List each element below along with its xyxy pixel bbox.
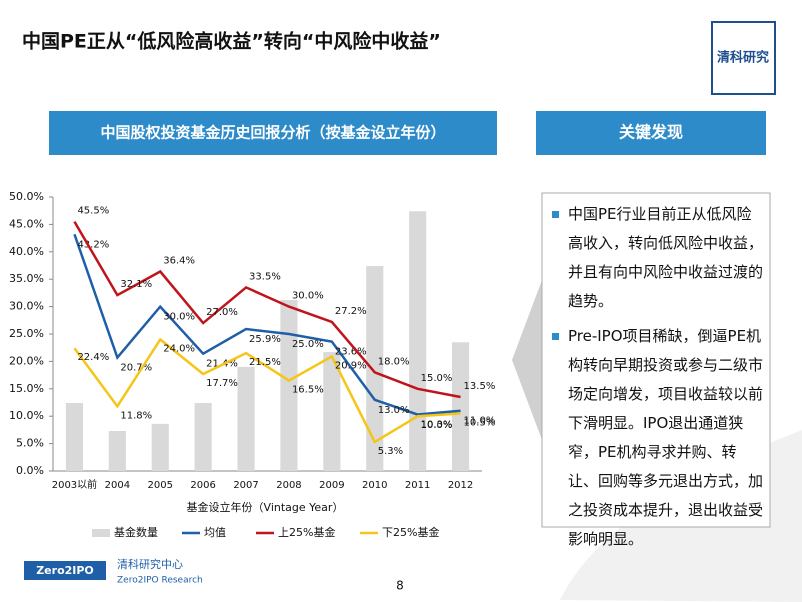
bar [451, 342, 470, 471]
data-label: 10.0% [421, 420, 453, 431]
bullet: 中国PE行业目前正从低风险高收入，转向低风险中收益，并且有向中风险中收益过渡的趋… [550, 200, 765, 316]
data-label: 18.0% [378, 356, 410, 367]
data-label: 10.3% [421, 420, 453, 431]
data-label: 22.4% [77, 352, 109, 363]
x-axis-title: 基金设立年份（Vintage Year） [187, 500, 344, 514]
findings-list: 中国PE行业目前正从低风险高收入，转向低风险中收益，并且有向中风险中收益过渡的趋… [550, 200, 765, 560]
y-tick-label: 5.0% [16, 437, 44, 450]
org: 清科研究中心 [117, 557, 183, 571]
data-label: 23.6% [335, 347, 367, 358]
bullet: Pre-IPO项目稀缺，倒逼PE机构转向早期投资或参与二级市场定向增发，项目收益… [550, 322, 765, 554]
data-label: 11.0% [464, 416, 496, 427]
data-label: 20.9% [335, 360, 367, 371]
data-label: 13.0% [378, 405, 410, 416]
data-label: 16.5% [292, 385, 324, 396]
y-tick-label: 15.0% [9, 382, 44, 395]
data-label: 25.0% [292, 339, 324, 350]
x-tick-label: 2006 [190, 480, 215, 491]
data-label: 32.1% [120, 279, 152, 290]
chart-header-text: 中国股权投资基金历史回报分析（按基金设立年份） [100, 124, 445, 142]
y-tick-label: 45.0% [9, 217, 44, 230]
data-label: 5.3% [378, 446, 403, 457]
data-label: 15.0% [421, 373, 453, 384]
x-tick-label: 2004 [105, 480, 130, 491]
data-label: 27.0% [206, 307, 238, 318]
y-tick-label: 50.0% [9, 190, 44, 203]
x-tick-label: 2011 [405, 480, 430, 491]
x-tick-label: 2010 [362, 480, 387, 491]
legend-swatch [92, 529, 110, 537]
findings-header-text: 关键发现 [619, 123, 683, 142]
data-label: 24.0% [163, 343, 195, 354]
data-label: 30.0% [163, 312, 195, 323]
line [73, 337, 461, 444]
data-label: 13.5% [464, 381, 496, 392]
bar [151, 423, 169, 471]
findings-header [536, 111, 766, 155]
line [73, 221, 461, 399]
slide-title: 中国PE正从“低风险高收益”转向“中风险中收益” [22, 30, 441, 53]
y-tick-label: 25.0% [9, 327, 44, 340]
bar [409, 211, 427, 472]
data-label: 10.5% [464, 417, 496, 428]
bar [108, 430, 126, 471]
x-tick-label: 2008 [276, 480, 301, 491]
data-label: 43.2% [77, 239, 109, 250]
bar [194, 403, 212, 471]
data-label: 20.7% [120, 363, 152, 374]
y-tick-label: 20.0% [9, 354, 44, 367]
data-label: 25.9% [249, 334, 281, 345]
bar [65, 403, 84, 471]
x-tick-label: 2005 [148, 480, 173, 491]
badge-text: Zero2IPO [36, 564, 94, 577]
bar [366, 266, 384, 471]
logo-text: 清科研究 [717, 50, 769, 66]
data-label: 21.5% [249, 357, 281, 368]
data-label: 33.5% [249, 271, 281, 282]
x-tick-label: 2007 [233, 480, 258, 491]
x-tick-label: 2003以前 [52, 478, 97, 491]
bar [280, 300, 298, 471]
x-tick-label: 2012 [448, 480, 473, 491]
data-label: 17.7% [206, 378, 238, 389]
data-label: 30.0% [292, 291, 324, 302]
y-tick-label: 35.0% [9, 272, 44, 285]
legend-label: 上25%基金 [278, 525, 335, 539]
data-label: 45.5% [77, 206, 109, 217]
bar [237, 366, 255, 471]
data-label: 36.4% [163, 256, 195, 267]
legend-label: 基金数量 [114, 525, 158, 539]
legend-label: 均值 [204, 526, 226, 539]
bar [323, 352, 341, 471]
page-number: 8 [396, 579, 404, 593]
x-tick-label: 2009 [319, 480, 344, 491]
chart-header [49, 111, 497, 155]
org-en: Zero2IPO Research [117, 576, 203, 586]
findings-box [541, 192, 771, 528]
y-tick-label: 40.0% [9, 245, 44, 258]
y-tick-label: 0.0% [16, 464, 44, 477]
line [73, 233, 461, 416]
y-tick-label: 10.0% [9, 409, 44, 422]
data-label: 11.8% [120, 410, 152, 421]
logo [711, 21, 776, 95]
legend-label: 下25%基金 [382, 525, 439, 539]
badge [24, 561, 106, 580]
data-label: 27.2% [335, 306, 367, 317]
arrow [512, 280, 542, 440]
y-tick-label: 30.0% [9, 300, 44, 313]
